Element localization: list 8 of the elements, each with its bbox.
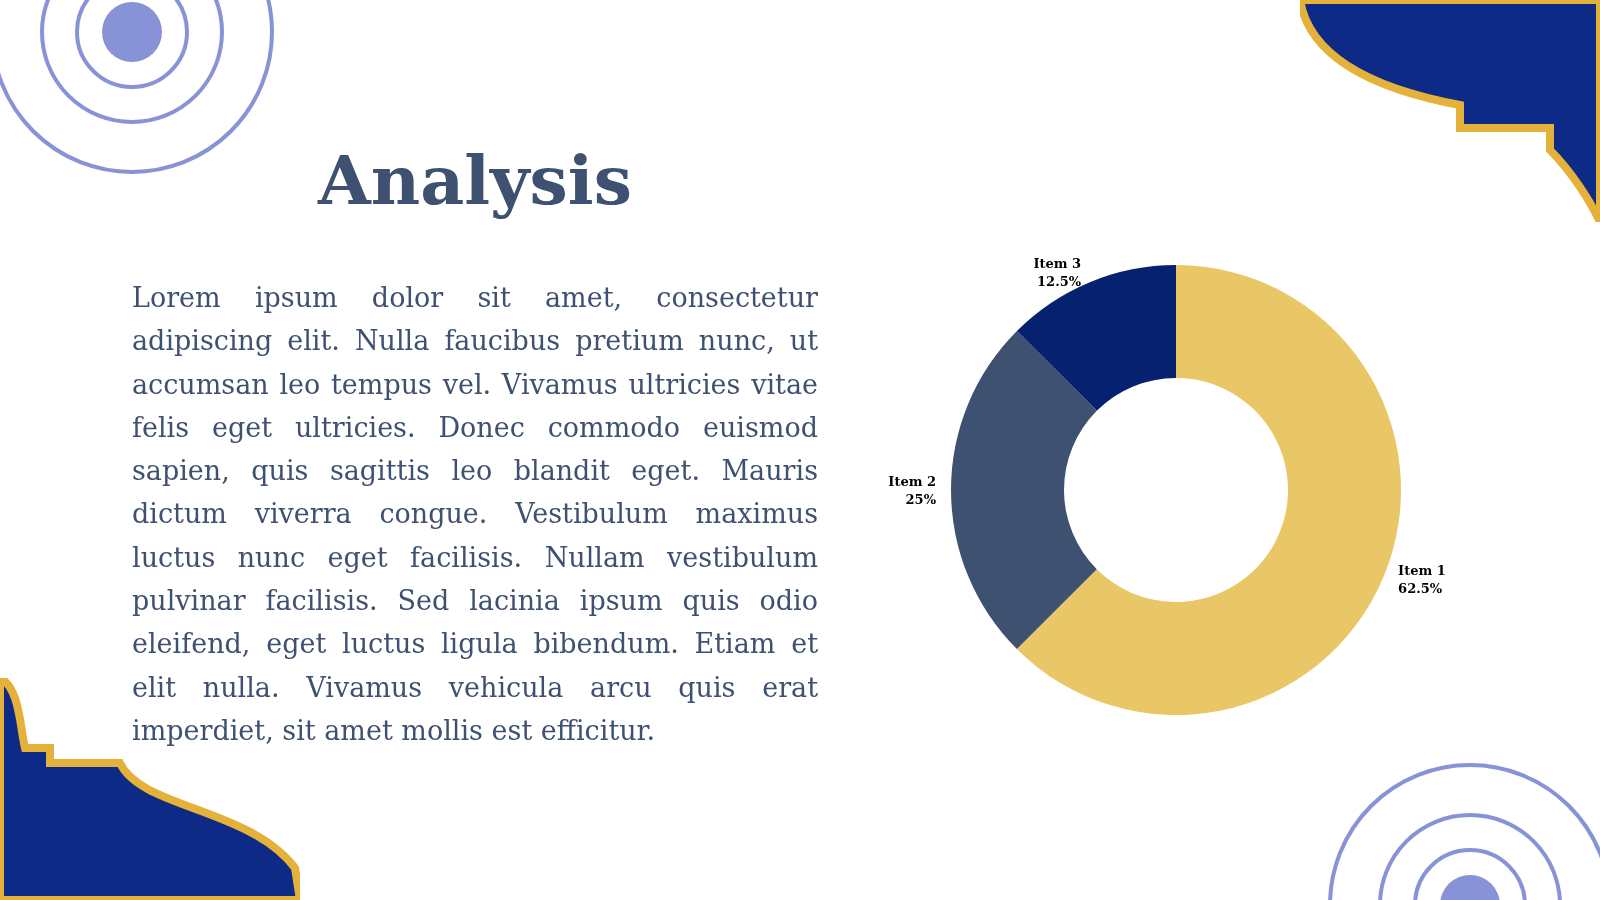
text: Lorem ipsum dolor sit amet, consectetur adipiscing elit. Nulla faucibus pretium nunc, ut accumsan leo tempus vel. Vivamus ultricies vitae felis eget ultricies. Donec commodo euismod sapien, quis sagittis leo blandit eget. Mauris dictum viverra congue. Vestibulum maximus luctus nunc eget facilisis. Nullam vestibulum pulvinar facilisis. Sed lacinia ipsum quis odio eleifend, eget luctus ligula bibendum. Etiam et elit nulla. Vivamus vehicula arcu quis erat imperdiet, sit amet mollis est efficitur. bbox=[132, 282, 818, 746]
slice-label: Item 3 bbox=[1033, 256, 1082, 272]
data-label: 12.5% bbox=[1037, 274, 1082, 290]
slice-label: Item 1 bbox=[1398, 563, 1446, 579]
data-label: 25% bbox=[905, 491, 937, 507]
slice-label: Item 2 bbox=[888, 473, 936, 489]
data-label: 62.5% bbox=[1398, 581, 1443, 597]
chart-title: Analysis bbox=[316, 140, 633, 220]
